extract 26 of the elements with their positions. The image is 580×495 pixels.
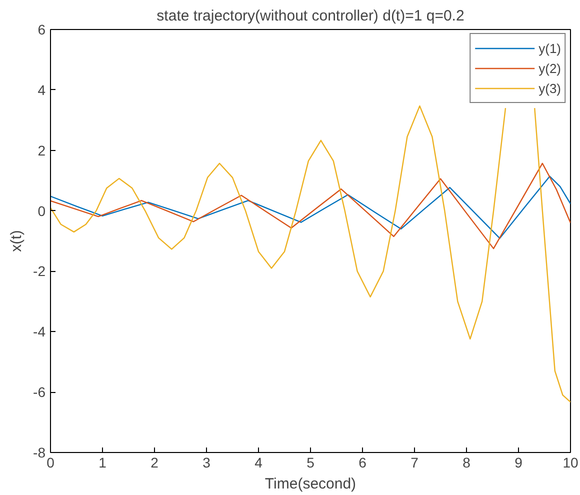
x-tick-label: 8 — [462, 454, 471, 470]
x-tick-label: 9 — [514, 454, 523, 470]
legend-label: y(3) — [538, 80, 561, 96]
y-axis-title: x(t) — [8, 230, 26, 252]
x-tick-label: 10 — [562, 454, 578, 470]
x-tick-label: 2 — [150, 454, 159, 470]
line-series — [50, 162, 570, 250]
y-tick-label: -6 — [33, 384, 46, 400]
y-tick-label: 2 — [38, 142, 46, 158]
line-series — [50, 176, 570, 239]
y-tick-label: 0 — [38, 202, 46, 219]
legend-label: y(1) — [538, 40, 561, 56]
y-tick-label: 4 — [38, 82, 46, 98]
y-tick-label: -4 — [33, 324, 46, 340]
y-tick-label: 6 — [38, 22, 46, 38]
chart-title: state trajectory(without controller) d(t)=1 q=0.2 — [156, 8, 464, 24]
y-tick-label: -8 — [33, 444, 46, 460]
x-tick-label: 1 — [98, 454, 107, 470]
x-tick-label: 6 — [358, 454, 367, 470]
x-axis-title: Time(second) — [264, 476, 356, 492]
legend-label: y(2) — [538, 60, 561, 76]
y-tick-label: -2 — [33, 263, 46, 280]
x-tick-label: 4 — [254, 454, 263, 470]
x-tick-label: 7 — [410, 454, 419, 470]
x-tick-label: 5 — [306, 454, 315, 470]
x-tick-label: 3 — [202, 454, 211, 470]
